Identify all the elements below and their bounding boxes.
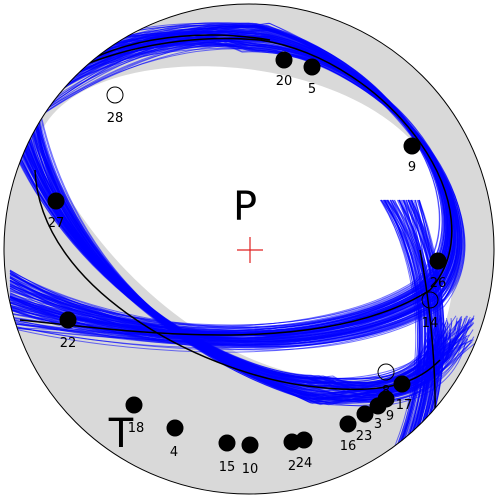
- station-label: 23: [356, 429, 373, 444]
- acceptable-nodal-plane: [4, 24, 443, 330]
- acceptable-nodal-plane: [4, 38, 459, 341]
- net-boundary: [3, 3, 495, 495]
- acceptable-nodal-plane: [4, 42, 455, 345]
- p-axis-label: P: [233, 184, 257, 230]
- station-marker-dilatation: [421, 291, 439, 309]
- station-marker-compression: [356, 405, 374, 423]
- station-marker-compression: [275, 51, 293, 69]
- station-label: 26: [430, 276, 447, 291]
- station-marker-compression: [125, 396, 143, 414]
- station-label: 2: [288, 459, 296, 474]
- station-label: 18: [128, 421, 145, 436]
- station-label: 28: [107, 111, 124, 126]
- station-label: 16: [340, 439, 357, 454]
- station-marker-dilatation: [106, 86, 124, 104]
- station-marker-compression: [295, 431, 313, 449]
- t-axis-label: T: [108, 411, 134, 457]
- station-label: 9: [408, 160, 416, 175]
- station-marker-compression: [241, 436, 259, 454]
- station-label: 4: [170, 445, 178, 460]
- station-label: 5: [308, 82, 316, 97]
- acceptable-nodal-plane: [4, 25, 449, 332]
- station-marker-compression: [303, 58, 321, 76]
- station-marker-compression: [339, 415, 357, 433]
- station-label: 9: [386, 409, 394, 424]
- station-label: 24: [296, 456, 313, 471]
- station-label: 14: [422, 316, 439, 331]
- station-label: 3: [374, 417, 382, 432]
- station-polarities: 205289272614228173923161841510224: [47, 51, 447, 477]
- station-marker-compression: [218, 434, 236, 452]
- station-label: 22: [60, 336, 77, 351]
- station-marker-compression: [429, 252, 447, 270]
- station-label: 20: [276, 74, 293, 89]
- station-marker-dilatation: [377, 363, 395, 381]
- p-axis-marker: [237, 237, 263, 263]
- station-marker-compression: [369, 397, 387, 415]
- station-marker-compression: [403, 137, 421, 155]
- compressional-field: [38, 66, 454, 381]
- best-nodal-plane-1: [9, 37, 453, 336]
- station-marker-compression: [47, 192, 65, 210]
- station-marker-compression: [393, 375, 411, 393]
- station-label: 10: [242, 462, 259, 477]
- station-marker-compression: [166, 419, 184, 437]
- station-marker-compression: [59, 311, 77, 329]
- acceptable-nodal-plane: [4, 46, 465, 348]
- station-label: 27: [48, 216, 65, 231]
- station-label: 17: [396, 398, 413, 413]
- station-label: 15: [219, 460, 236, 475]
